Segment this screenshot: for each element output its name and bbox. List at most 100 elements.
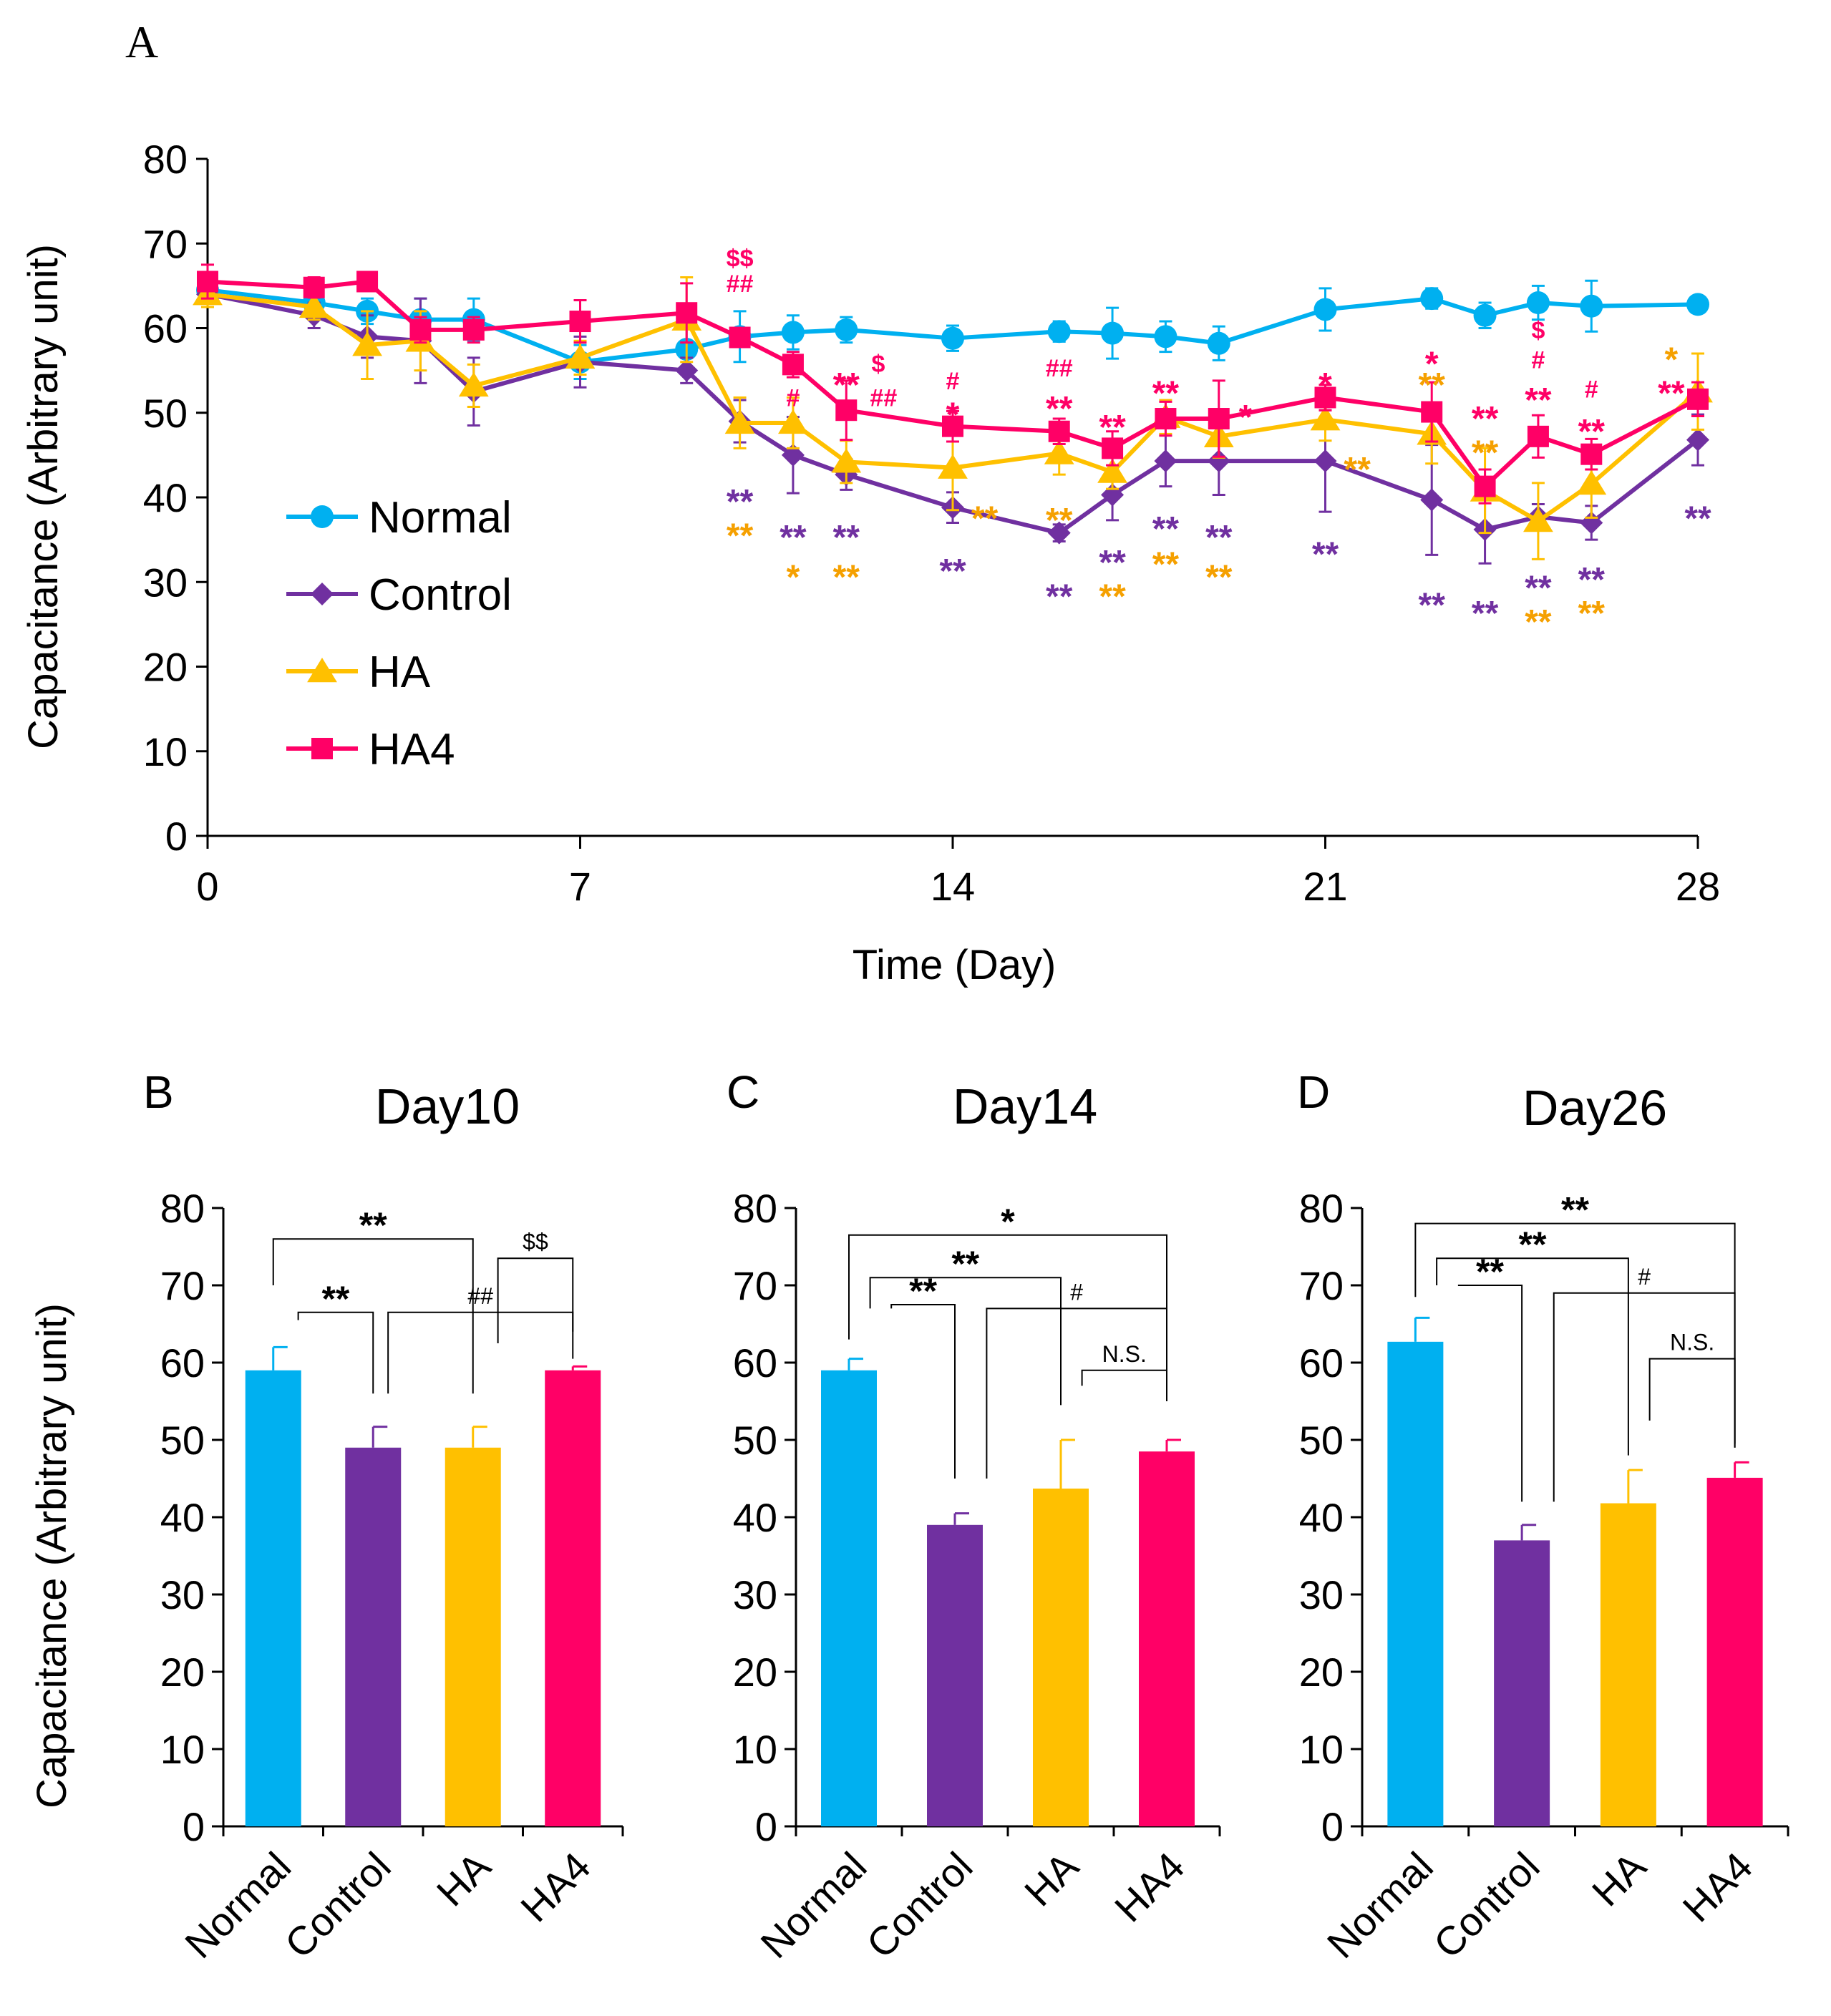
significance-mark-ha4: #	[786, 384, 800, 412]
panel-c-y-tick-label: 70	[733, 1263, 777, 1308]
panel-b-y-tick-label: 60	[160, 1340, 205, 1386]
panel-a-y-tick-label: 20	[143, 645, 188, 690]
significance-bracket	[848, 1234, 1167, 1401]
significance-bracket	[297, 1311, 374, 1394]
panel-b-y-tick-label: 50	[160, 1418, 205, 1463]
panel-c-y-tick-label: 60	[733, 1340, 777, 1386]
data-point-normal	[1526, 291, 1550, 315]
data-point-control	[1313, 449, 1337, 473]
significance-mark-ha4: ##	[870, 384, 897, 412]
panel-b-letter: B	[143, 1066, 174, 1118]
data-point-control	[1686, 428, 1709, 452]
legend-item-ha4: HA4	[286, 725, 455, 774]
panel-d-y-tick-label: 10	[1299, 1727, 1344, 1772]
panel-c-y-tick-label: 30	[733, 1572, 777, 1617]
legend-item-control: Control	[286, 570, 512, 620]
legend-item-ha: HA	[286, 648, 431, 697]
legend-marker-control	[311, 583, 334, 605]
significance-bracket	[1081, 1369, 1167, 1398]
significance-mark-ha4: **	[1658, 375, 1685, 413]
panel-a-x-tick-label: 14	[931, 864, 975, 909]
legend-label-normal: Normal	[369, 493, 512, 542]
significance-mark-control: **	[1312, 535, 1339, 573]
significance-label: **	[1561, 1190, 1589, 1230]
panel-d-y-tick-label: 0	[1321, 1804, 1344, 1849]
category-label-ha: HA	[1016, 1843, 1087, 1914]
bar-control	[345, 1447, 402, 1826]
data-point-ha4	[1527, 425, 1549, 447]
data-point-ha4	[569, 311, 591, 333]
legend-marker-ha4	[311, 738, 333, 759]
significance-mark-ha4: **	[1578, 413, 1606, 451]
significance-mark-control: **	[939, 552, 966, 590]
panel-a-x-tick-label: 28	[1676, 864, 1720, 909]
panel-c-y-tick-label: 80	[733, 1186, 777, 1231]
significance-label: #	[1070, 1279, 1083, 1305]
panel-b-y-tick-label: 10	[160, 1727, 205, 1772]
panel-a-y-tick-label: 0	[165, 814, 188, 859]
significance-mark-ha4: *	[1425, 345, 1439, 383]
significance-label: N.S.	[1102, 1341, 1147, 1367]
significance-label: $$	[523, 1229, 548, 1255]
panel-a-y-tick-label: 80	[143, 137, 188, 182]
panel-a-line-chart: A 0 10 20 30 40 50 60 70 80 0 7 14 21 28 Time (Day) C…	[20, 16, 1720, 988]
data-point-normal	[1420, 287, 1444, 311]
significance-mark-ha: **	[1152, 546, 1180, 584]
panel-a-x-axis-title: Time (Day)	[853, 942, 1057, 988]
significance-mark-control: **	[1419, 586, 1446, 624]
significance-mark-control: **	[779, 519, 807, 557]
significance-mark-ha4: #	[1531, 346, 1545, 374]
bar-ha	[1600, 1503, 1656, 1826]
data-point-ha	[565, 344, 596, 369]
significance-mark-control: **	[1099, 544, 1126, 582]
significance-mark-ha: **	[971, 500, 999, 538]
bar-control	[1494, 1540, 1550, 1826]
data-point-normal	[1580, 294, 1603, 318]
panel-a-y-tick-label: 10	[143, 729, 188, 774]
significance-label: #	[1638, 1264, 1651, 1290]
significance-mark-ha4: ##	[727, 271, 754, 298]
panel-d-y-tick-label: 60	[1299, 1340, 1344, 1386]
panel-a-letter: A	[125, 16, 158, 67]
data-point-normal	[1047, 320, 1071, 344]
significance-mark-control: **	[1472, 595, 1499, 633]
significance-mark-ha4: $	[871, 351, 885, 378]
panel-b-y-tick-label: 40	[160, 1495, 205, 1540]
significance-mark-ha: **	[1046, 502, 1073, 540]
series-ha4	[197, 263, 1709, 505]
panel-a-significance-annotations: $$##****#*****$##****#*****##***********…	[727, 245, 1711, 641]
data-point-control	[1047, 521, 1071, 545]
panel-b-bar-chart: B Day10 Capacitance (Arbitrary unit) 0 10…	[29, 1066, 624, 1967]
data-point-normal	[1154, 325, 1177, 349]
data-point-ha4	[1580, 443, 1603, 465]
data-point-ha	[1576, 470, 1607, 495]
significance-mark-ha4: **	[1046, 390, 1073, 428]
data-point-ha4	[1314, 386, 1336, 409]
category-label-normal: Normal	[752, 1844, 875, 1967]
panel-b-y-tick-label: 30	[160, 1572, 205, 1617]
data-point-normal	[835, 318, 858, 341]
panel-c-letter: C	[727, 1066, 759, 1118]
panel-c-y-tick-label: 10	[733, 1727, 777, 1772]
significance-mark-ha4: **	[1099, 409, 1126, 447]
data-point-control	[1207, 449, 1230, 473]
legend-label-ha4: HA4	[369, 725, 455, 774]
category-label-control: Control	[276, 1844, 399, 1967]
data-point-ha	[1097, 458, 1127, 483]
significance-mark-control: **	[1578, 561, 1606, 599]
significance-bracket	[1457, 1285, 1523, 1502]
legend-label-control: Control	[369, 570, 512, 620]
significance-bracket	[1648, 1358, 1736, 1448]
significance-mark-control: **	[1046, 578, 1073, 616]
bar-control	[927, 1524, 983, 1826]
significance-mark-control: **	[833, 519, 860, 557]
panel-a-y-tick-label: 30	[143, 560, 188, 605]
data-point-normal	[1313, 298, 1337, 321]
panel-c-y-tick-label: 0	[755, 1804, 777, 1849]
panel-a-x-tick-label: 0	[196, 864, 218, 909]
significance-mark-ha4: *	[1318, 366, 1332, 404]
significance-mark-ha: **	[1205, 558, 1233, 596]
